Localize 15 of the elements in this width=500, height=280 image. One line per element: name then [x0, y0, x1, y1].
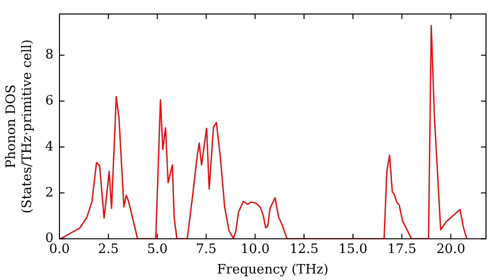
- y-tick-label: 2: [45, 185, 54, 200]
- y-axis-title: Phonon DOS (States/THz·primitive cell): [4, 39, 35, 214]
- y-tick-label: 6: [45, 94, 54, 109]
- x-tick-label: 12.5: [290, 242, 319, 257]
- x-tick-label: 17.5: [387, 242, 416, 257]
- x-tick-label: 2.5: [98, 242, 119, 257]
- x-tick-label: 15.0: [338, 242, 368, 257]
- x-tick-label: 0.0: [49, 242, 70, 257]
- x-tick-label: 20.0: [436, 242, 466, 257]
- x-tick-label: 7.5: [196, 242, 217, 257]
- y-tick-label: 4: [45, 139, 54, 154]
- x-tick-label: 10.0: [240, 242, 270, 257]
- y-tick-label: 8: [45, 48, 54, 63]
- x-axis-title: Frequency (THz): [217, 262, 328, 278]
- x-tick-label: 5.0: [146, 242, 168, 257]
